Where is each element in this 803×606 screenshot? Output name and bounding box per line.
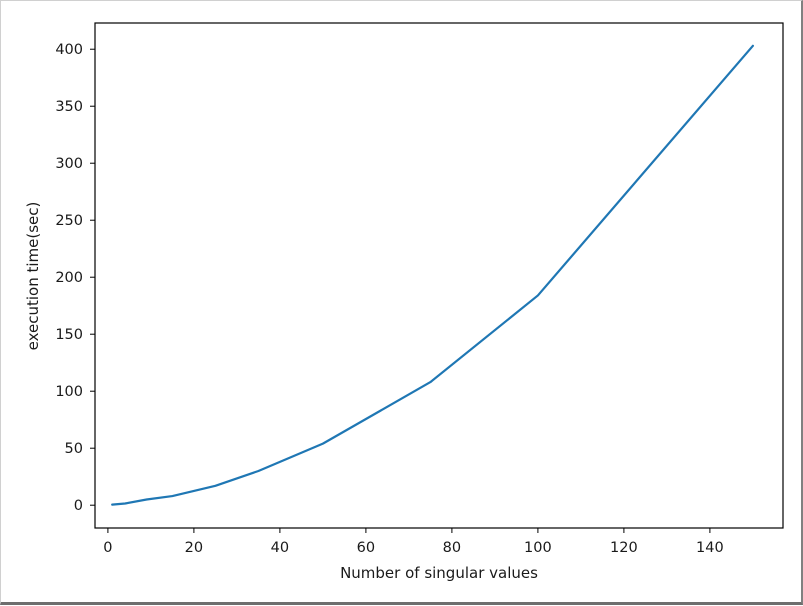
x-tick-label: 60 bbox=[357, 540, 375, 556]
plot-area bbox=[94, 22, 784, 529]
x-tick-label: 80 bbox=[443, 540, 461, 556]
x-tick-label: 40 bbox=[271, 540, 289, 556]
x-axis: 0 20 40 60 80 100 120 140 bbox=[103, 528, 724, 556]
y-tick-label: 0 bbox=[74, 498, 83, 514]
y-tick-label: 350 bbox=[55, 99, 83, 115]
y-tick-label: 100 bbox=[55, 384, 83, 400]
y-axis: 0 50 100 150 200 250 300 350 400 bbox=[55, 42, 95, 514]
x-tick-label: 140 bbox=[696, 540, 724, 556]
series-line bbox=[111, 44, 754, 506]
x-tick-label: 0 bbox=[103, 540, 112, 556]
y-tick-label: 250 bbox=[55, 213, 83, 229]
y-tick-label: 300 bbox=[55, 156, 83, 172]
x-axis-label: Number of singular values bbox=[340, 564, 538, 582]
y-axis-label: execution time(sec) bbox=[24, 202, 42, 351]
y-tick-label: 150 bbox=[55, 327, 83, 343]
x-tick-label: 100 bbox=[524, 540, 552, 556]
x-tick-label: 20 bbox=[185, 540, 203, 556]
y-tick-label: 400 bbox=[55, 42, 83, 58]
x-tick-label: 120 bbox=[610, 540, 638, 556]
y-tick-label: 50 bbox=[65, 441, 83, 457]
y-tick-label: 200 bbox=[55, 270, 83, 286]
